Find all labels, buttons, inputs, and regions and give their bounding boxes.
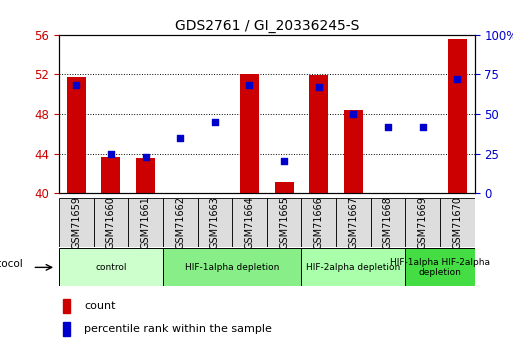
Point bbox=[107, 151, 115, 156]
Text: percentile rank within the sample: percentile rank within the sample bbox=[84, 324, 272, 334]
Bar bbox=[240, 74, 259, 193]
Bar bbox=[344, 110, 363, 193]
Text: HIF-1alpha depletion: HIF-1alpha depletion bbox=[185, 263, 279, 272]
Bar bbox=[63, 322, 70, 336]
Point bbox=[384, 124, 392, 129]
Text: GSM71662: GSM71662 bbox=[175, 196, 185, 249]
FancyBboxPatch shape bbox=[163, 248, 301, 286]
FancyBboxPatch shape bbox=[232, 198, 267, 247]
FancyBboxPatch shape bbox=[405, 248, 475, 286]
FancyBboxPatch shape bbox=[93, 198, 128, 247]
FancyBboxPatch shape bbox=[59, 248, 163, 286]
Text: GSM71665: GSM71665 bbox=[279, 196, 289, 249]
Text: GSM71661: GSM71661 bbox=[141, 196, 150, 249]
Bar bbox=[274, 182, 293, 193]
Point bbox=[176, 135, 184, 140]
FancyBboxPatch shape bbox=[163, 198, 198, 247]
Point bbox=[142, 154, 150, 159]
Text: GSM71669: GSM71669 bbox=[418, 196, 427, 249]
Text: control: control bbox=[95, 263, 127, 272]
FancyBboxPatch shape bbox=[405, 198, 440, 247]
Text: GSM71667: GSM71667 bbox=[348, 196, 358, 249]
Bar bbox=[309, 75, 328, 193]
FancyBboxPatch shape bbox=[336, 198, 370, 247]
Bar bbox=[448, 39, 467, 193]
Point bbox=[245, 82, 253, 88]
Bar bbox=[102, 157, 121, 193]
Bar bbox=[136, 158, 155, 193]
FancyBboxPatch shape bbox=[267, 198, 301, 247]
FancyBboxPatch shape bbox=[301, 198, 336, 247]
Title: GDS2761 / GI_20336245-S: GDS2761 / GI_20336245-S bbox=[174, 19, 359, 33]
Point bbox=[280, 159, 288, 164]
Text: protocol: protocol bbox=[0, 259, 23, 268]
Text: GSM71664: GSM71664 bbox=[245, 196, 254, 249]
Point bbox=[419, 124, 427, 129]
FancyBboxPatch shape bbox=[128, 198, 163, 247]
Point bbox=[453, 76, 461, 82]
FancyBboxPatch shape bbox=[198, 198, 232, 247]
FancyBboxPatch shape bbox=[440, 198, 475, 247]
Text: HIF-1alpha HIF-2alpha
depletion: HIF-1alpha HIF-2alpha depletion bbox=[390, 258, 490, 277]
FancyBboxPatch shape bbox=[301, 248, 405, 286]
Text: GSM71666: GSM71666 bbox=[314, 196, 324, 249]
Text: GSM71660: GSM71660 bbox=[106, 196, 116, 249]
Text: GSM71668: GSM71668 bbox=[383, 196, 393, 249]
Bar bbox=[67, 77, 86, 193]
FancyBboxPatch shape bbox=[370, 198, 405, 247]
Text: GSM71659: GSM71659 bbox=[71, 196, 81, 249]
Text: GSM71663: GSM71663 bbox=[210, 196, 220, 249]
Bar bbox=[63, 299, 70, 313]
Point bbox=[314, 84, 323, 90]
Text: GSM71670: GSM71670 bbox=[452, 196, 462, 249]
Point bbox=[72, 82, 81, 88]
Text: HIF-2alpha depletion: HIF-2alpha depletion bbox=[306, 263, 401, 272]
FancyBboxPatch shape bbox=[59, 198, 93, 247]
Point bbox=[211, 119, 219, 125]
Text: count: count bbox=[84, 301, 115, 311]
Point bbox=[349, 111, 358, 117]
